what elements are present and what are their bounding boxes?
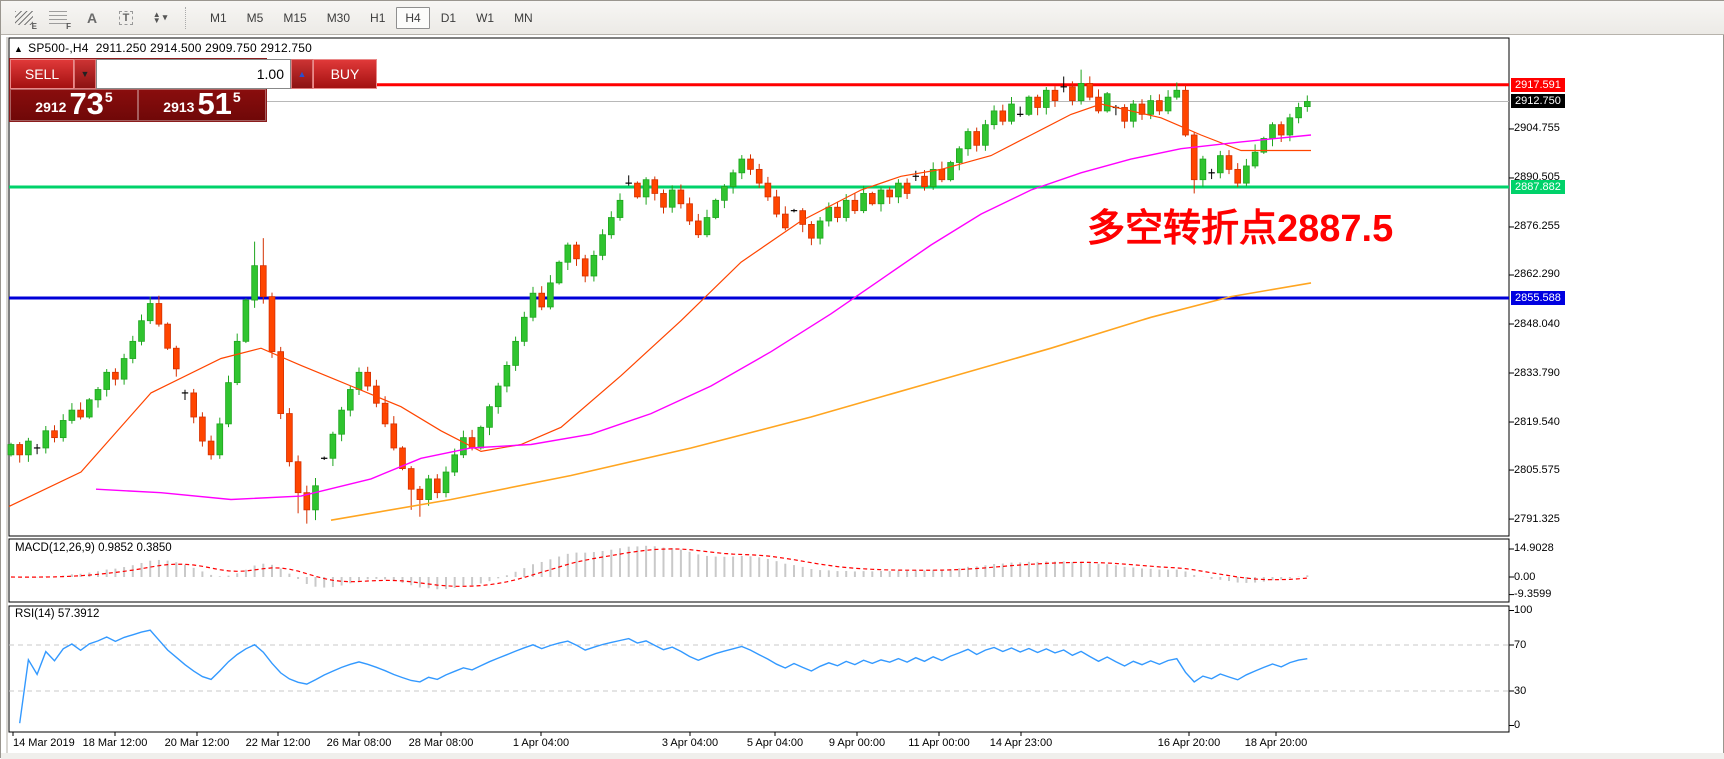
price-axis-tick: 2862.290 xyxy=(1514,268,1560,281)
rsi-label: RSI(14) 57.3912 xyxy=(15,608,100,620)
timeframe-button-W1[interactable]: W1 xyxy=(476,10,495,25)
rsi-axis-tick: 0 xyxy=(1514,719,1521,731)
chevron-down-icon: ▾ xyxy=(162,12,168,22)
timeframe-button-H4[interactable]: H4 xyxy=(396,6,430,29)
time-axis-label: 1 Apr 04:00 xyxy=(512,737,570,749)
timeframe-button-M15[interactable]: M15 xyxy=(283,10,307,25)
timeframe-button-M30[interactable]: M30 xyxy=(326,10,351,25)
buy-price-display: 2913 51 5 xyxy=(138,88,266,121)
grid-settings-icon[interactable]: F xyxy=(43,5,73,31)
volume-increment-button[interactable]: ▲ xyxy=(291,59,313,89)
time-axis-label: 16 Apr 20:00 xyxy=(1157,737,1221,749)
price-axis-tick: 2791.325 xyxy=(1514,512,1560,525)
timeframe-button-H1[interactable]: H1 xyxy=(370,10,386,25)
shapes-icon[interactable]: ▲ ▼ ▾ xyxy=(152,9,168,25)
hline-price-label: 2917.591 xyxy=(1511,77,1565,92)
time-axis-label: 20 Mar 12:00 xyxy=(164,737,230,749)
ohlc-readout: 2911.250 2914.500 2909.750 2912.750 xyxy=(95,41,313,55)
price-axis-tick: 2805.575 xyxy=(1514,463,1560,476)
time-axis-label: 26 Mar 08:00 xyxy=(326,737,392,749)
font-icon[interactable]: A xyxy=(86,9,98,26)
macd-axis-tick: 0.00 xyxy=(1514,570,1536,583)
symbol-period: SP500-,H4 xyxy=(28,41,89,55)
rsi-axis-tick: 70 xyxy=(1514,638,1527,651)
rsi-axis-tick: 100 xyxy=(1514,604,1533,616)
time-axis-label: 18 Apr 20:00 xyxy=(1244,737,1308,749)
price-axis-tick: 2904.755 xyxy=(1514,122,1560,135)
price-axis-tick: 2876.255 xyxy=(1514,220,1560,233)
time-axis-label: 11 Apr 00:00 xyxy=(908,737,970,749)
text-label-icon[interactable]: T xyxy=(111,5,141,31)
time-axis-label: 3 Apr 04:00 xyxy=(661,737,719,749)
timeframe-button-M1[interactable]: M1 xyxy=(210,10,227,25)
toolbar-separator xyxy=(185,6,192,29)
macd-axis-tick: -9.3599 xyxy=(1514,588,1552,601)
price-axis-tick: 2833.790 xyxy=(1514,366,1560,379)
hline-price-label: 2855.588 xyxy=(1511,291,1565,306)
buy-button[interactable]: BUY xyxy=(313,59,377,89)
current-price-label: 2912.750 xyxy=(1511,94,1565,109)
price-axis-scale[interactable] xyxy=(1510,38,1724,732)
time-axis-label: 22 Mar 12:00 xyxy=(245,737,311,749)
toolbar: E F A T ▲ ▼ ▾ M1 M5 M15 M30 H1 H4 D1 W1 MN xyxy=(1,1,1724,35)
status-strip xyxy=(1,753,1724,759)
time-axis-label: 14 Mar 2019 xyxy=(13,737,75,749)
time-axis-label: 14 Apr 23:00 xyxy=(989,737,1053,749)
chart-annotation-text: 多空转折点2887.5 xyxy=(1087,208,1394,250)
time-axis-label: 9 Apr 00:00 xyxy=(828,737,886,749)
macd-axis-tick: 14.9028 xyxy=(1514,542,1554,555)
price-axis-tick: 2848.040 xyxy=(1514,317,1560,330)
timeframe-button-M5[interactable]: M5 xyxy=(246,10,264,25)
macd-label: MACD(12,26,9) 0.9852 0.3850 xyxy=(15,542,172,554)
collapse-arrow-icon[interactable]: ▲ xyxy=(14,44,24,54)
sell-button[interactable]: SELL xyxy=(10,59,74,89)
volume-decrement-button[interactable]: ▼ xyxy=(74,59,96,89)
hline-price-label: 2887.882 xyxy=(1511,179,1565,194)
expert-advisor-icon[interactable]: E xyxy=(9,5,39,31)
chart-title: ▲ SP500-,H4 2911.250 2914.500 2909.750 29… xyxy=(14,41,312,55)
sell-price-display: 2912 73 5 xyxy=(10,88,138,121)
timeframe-bar: M1 M5 M15 M30 H1 H4 D1 W1 MN xyxy=(200,6,543,29)
timeframe-button-MN[interactable]: MN xyxy=(514,10,533,25)
volume-input[interactable] xyxy=(96,59,291,89)
timeframe-button-D1[interactable]: D1 xyxy=(440,10,457,25)
time-axis-label: 28 Mar 08:00 xyxy=(408,737,474,749)
time-axis-label: 5 Apr 04:00 xyxy=(746,737,804,749)
price-axis-tick: 2819.540 xyxy=(1514,415,1560,428)
rsi-axis-tick: 30 xyxy=(1514,684,1527,697)
time-axis-label: 18 Mar 12:00 xyxy=(82,737,148,749)
